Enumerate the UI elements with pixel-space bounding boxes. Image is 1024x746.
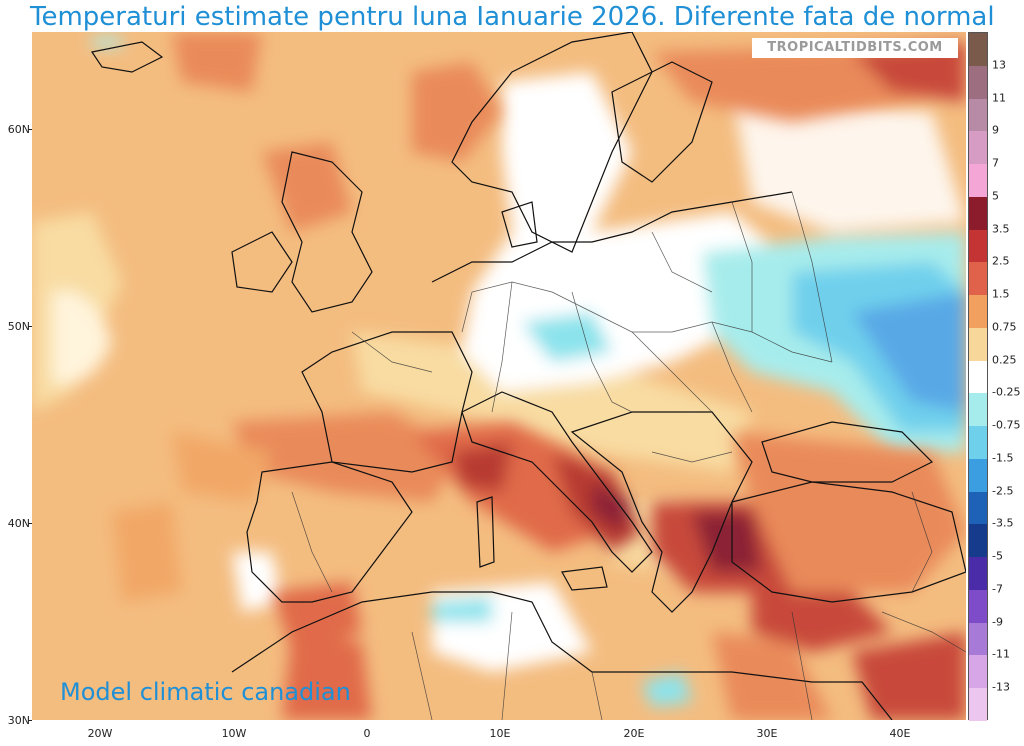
lon-label-20e: 20E xyxy=(623,727,645,740)
colorbar-label: -11 xyxy=(992,647,1010,661)
colorbar-segment xyxy=(969,295,987,329)
colorbar-segment xyxy=(969,164,987,198)
colorbar-segment xyxy=(969,426,987,460)
colorbar-segment xyxy=(969,327,987,362)
lat-tick xyxy=(28,129,32,130)
colorbar-segment xyxy=(969,557,987,591)
lon-label-10w: 10W xyxy=(221,727,247,740)
colorbar-label: -13 xyxy=(992,680,1010,694)
lat-label-60n: 60N xyxy=(7,123,30,136)
colorbar-segment xyxy=(969,393,987,427)
colorbar-segment xyxy=(969,229,987,263)
lon-label-0: 0 xyxy=(363,727,371,740)
colorbar-label: 0.75 xyxy=(992,320,1017,334)
colorbar-segment xyxy=(969,196,987,231)
colorbar-label: 1.5 xyxy=(992,287,1010,301)
colorbar-label: -2.5 xyxy=(992,484,1014,498)
colorbar-segment xyxy=(969,589,987,624)
colorbar-label: 9 xyxy=(992,123,999,137)
lon-label-20w: 20W xyxy=(87,727,113,740)
colorbar-label: 0.25 xyxy=(992,353,1017,367)
colorbar-segment xyxy=(969,262,987,296)
lon-label-10e: 10E xyxy=(489,727,511,740)
lat-label-30n: 30N xyxy=(7,714,30,727)
coastlines xyxy=(91,32,966,720)
colorbar-label: 7 xyxy=(992,156,999,170)
lat-tick xyxy=(28,326,32,327)
model-label: Model climatic canadian xyxy=(60,678,351,706)
colorbar-label: -1.5 xyxy=(992,451,1014,465)
colorbar-label: -9 xyxy=(992,615,1003,629)
colorbar-segment xyxy=(969,33,987,67)
colorbar-label: -0.75 xyxy=(992,418,1021,432)
colorbar-segment xyxy=(969,458,987,493)
colorbar-label: -3.5 xyxy=(992,516,1014,530)
colorbar-segment xyxy=(969,688,987,722)
map-title: Temperaturi estimate pentru luna Ianuari… xyxy=(30,2,995,32)
colorbar-label: 13 xyxy=(992,58,1006,72)
colorbar-label: -5 xyxy=(992,549,1003,563)
watermark: TROPICALTIDBITS.COM xyxy=(752,38,958,58)
lat-tick xyxy=(28,720,32,721)
colorbar-segment xyxy=(969,98,987,132)
anomaly-field xyxy=(32,32,966,720)
colorbar xyxy=(968,32,988,722)
lon-label-30e: 30E xyxy=(756,727,778,740)
colorbar-segment xyxy=(969,491,987,525)
borders xyxy=(291,191,966,720)
colorbar-segment xyxy=(969,524,987,558)
colorbar-segment xyxy=(969,131,987,165)
lat-tick xyxy=(28,523,32,524)
temperature-anomaly-map[interactable] xyxy=(32,32,966,720)
lat-label-50n: 50N xyxy=(7,320,30,333)
colorbar-segment xyxy=(969,65,987,99)
colorbar-segment xyxy=(969,622,987,656)
lat-label-40n: 40N xyxy=(7,517,30,530)
lon-label-40e: 40E xyxy=(889,727,911,740)
colorbar-label: -7 xyxy=(992,582,1003,596)
colorbar-segment xyxy=(969,360,987,394)
colorbar-label: -0.25 xyxy=(992,385,1021,399)
colorbar-segment xyxy=(969,655,987,689)
colorbar-label: 11 xyxy=(992,91,1006,105)
colorbar-label: 3.5 xyxy=(992,222,1010,236)
colorbar-label: 5 xyxy=(992,189,999,203)
colorbar-label: 2.5 xyxy=(992,254,1010,268)
